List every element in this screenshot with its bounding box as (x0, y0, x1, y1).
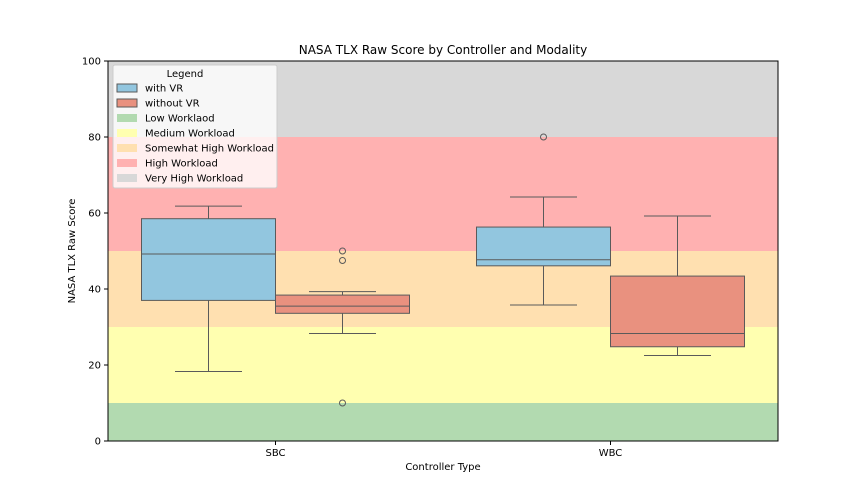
y-tick-label: 40 (88, 285, 101, 296)
x-tick-label: WBC (599, 448, 623, 459)
legend-label: Low Worklaod (145, 114, 215, 125)
legend-label: Medium Workload (145, 129, 235, 140)
outlier-point (540, 133, 547, 141)
legend-swatch (117, 174, 137, 182)
chart-title: NASA TLX Raw Score by Controller and Mod… (299, 43, 588, 57)
y-tick-label: 60 (88, 209, 101, 220)
legend-swatch (117, 159, 137, 167)
legend-label: High Workload (145, 159, 218, 170)
box-1-0 (275, 294, 410, 314)
legend-label: Somewhat High Workload (145, 144, 274, 155)
axes: 0 20 40 60 80 100 SBC WBC (82, 57, 779, 459)
x-tick-label: SBC (265, 448, 285, 459)
legend-label: with VR (145, 84, 183, 95)
outlier-point (339, 247, 346, 255)
legend-swatch (117, 129, 137, 137)
outlier-point (339, 399, 346, 407)
y-tick-label: 20 (88, 361, 101, 372)
legend-swatch (117, 114, 137, 122)
y-tick-label: 80 (88, 133, 101, 144)
legend-swatch (116, 83, 138, 93)
y-axis-label: NASA TLX Raw Score (67, 199, 78, 304)
box-series (141, 133, 745, 407)
band-0 (108, 403, 778, 441)
y-tick-label: 100 (82, 57, 101, 68)
box-1-1 (610, 275, 745, 348)
plot-frame (107, 60, 779, 442)
legend-title: Legend (167, 69, 204, 80)
y-tick-label: 0 (95, 437, 101, 448)
legend-swatch (116, 98, 138, 108)
box-0-0 (141, 218, 276, 301)
legend-frame (112, 64, 278, 189)
x-axis-label: Controller Type (405, 462, 480, 473)
outlier-point (339, 257, 346, 264)
legend-label: Very High Workload (145, 174, 243, 185)
legend-label: without VR (145, 99, 200, 110)
legend-swatch (117, 144, 137, 152)
legend: Legend with VR without VR Low Worklaod Mediu… (112, 64, 278, 189)
